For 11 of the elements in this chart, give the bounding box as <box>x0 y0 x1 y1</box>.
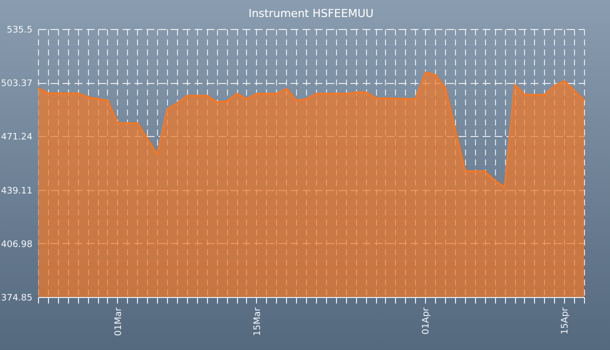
chart-title: Instrument HSFEEMUU <box>248 7 374 20</box>
x-tick-label: 01Mar <box>114 307 124 336</box>
y-tick-label: 535.5 <box>6 26 32 36</box>
y-tick-label: 439.11 <box>1 186 32 196</box>
x-tick-label: 01Apr <box>422 307 432 335</box>
y-tick-label: 471.24 <box>1 132 33 143</box>
y-tick-label: 374.85 <box>1 294 32 304</box>
y-tick-label: 406.98 <box>1 240 33 250</box>
x-tick-label: 15Mar <box>252 307 263 336</box>
y-tick-label: 503.37 <box>1 79 32 90</box>
x-tick-label: 15Apr <box>560 307 571 335</box>
